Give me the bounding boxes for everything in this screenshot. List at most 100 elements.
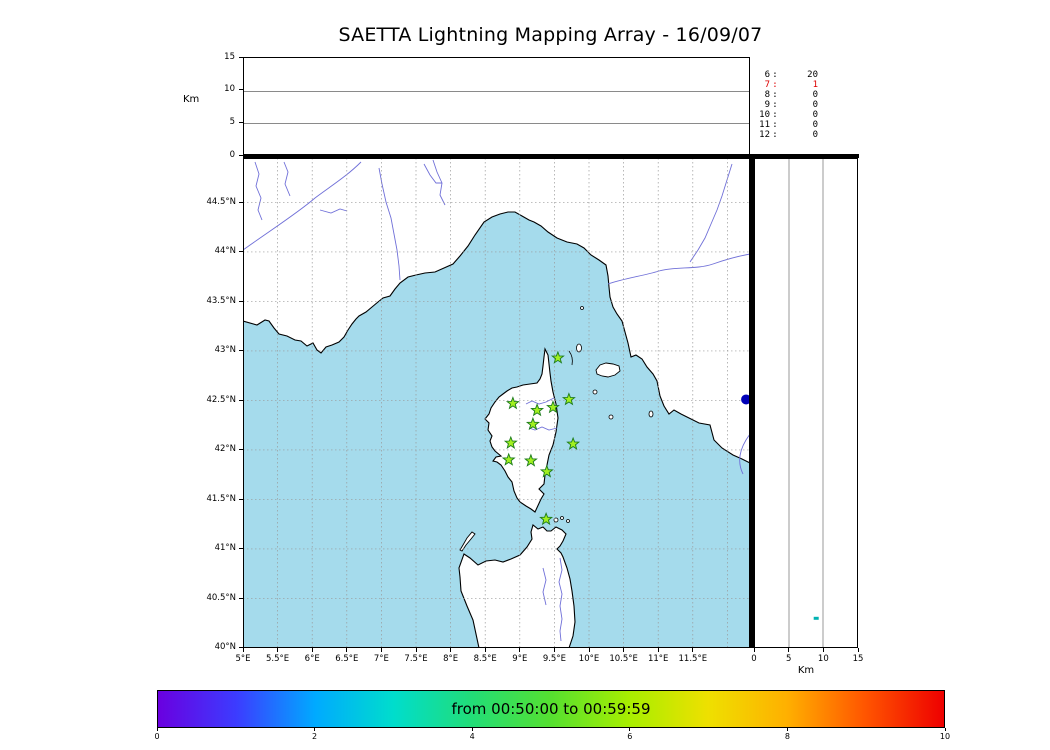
lon-tick-label: 8°E <box>443 654 459 664</box>
lon-tick-label: 9°E <box>512 654 528 664</box>
lon-tick-mark <box>311 648 313 652</box>
lat-tick-mark <box>239 548 243 550</box>
lon-tick-label: 7°E <box>373 654 389 664</box>
lon-tick-label: 6.5°E <box>335 654 359 664</box>
lon-tick-label: 11°E <box>647 654 669 664</box>
island-gorgona <box>580 306 584 310</box>
station-star-marker <box>501 452 516 466</box>
coastline-corsica <box>484 347 559 513</box>
lon-tick-mark <box>657 648 659 652</box>
right-km-tick-mark <box>788 648 790 652</box>
colorbar-tick-mark <box>156 728 158 731</box>
colorbar-tick-label: 4 <box>469 732 475 741</box>
lat-tick-label: 43.5°N <box>206 295 236 306</box>
lat-tick-label: 40.5°N <box>206 592 236 603</box>
station-count-row: 9:0 <box>764 100 818 110</box>
island-capraia <box>576 343 582 353</box>
colorbar-tick-label: 6 <box>627 732 633 741</box>
coastline-sardinia <box>458 524 576 648</box>
lon-tick-label: 10°E <box>578 654 600 664</box>
lat-tick-label: 44.5°N <box>206 196 236 207</box>
right-km-tick-label: 0 <box>751 654 757 664</box>
island-elba <box>595 362 621 378</box>
station-star-marker <box>530 403 545 417</box>
altitude-axis-label: Km <box>183 94 200 105</box>
right-km-tick-mark <box>753 648 755 652</box>
page-title: SAETTA Lightning Mapping Array - 16/09/0… <box>338 24 763 46</box>
station-counts: 6:20 7:1 8:0 9:0 10:0 11:0 12:0 <box>756 70 856 140</box>
lon-tick-mark <box>242 648 244 652</box>
alt-tick-label: 10 <box>224 84 235 95</box>
panel-separator-vertical <box>750 154 754 648</box>
lat-tick-label: 41°N <box>214 543 236 554</box>
alt-tick-mark <box>239 121 243 123</box>
right-km-tick-label: 10 <box>817 654 829 664</box>
island-giglio <box>648 410 654 418</box>
time-colorbar: from 00:50:00 to 00:59:59 <box>157 690 945 728</box>
right-km-tick-label: 5 <box>785 654 792 664</box>
lon-tick-label: 5.5°E <box>266 654 290 664</box>
station-star-marker <box>561 392 576 406</box>
right-km-tick-mark <box>822 648 824 652</box>
lon-tick-mark <box>588 648 590 652</box>
alt-tick-label: 0 <box>229 149 235 160</box>
alt-tick-mark <box>239 89 243 91</box>
colorbar-tick-mark <box>471 728 473 731</box>
island-maddalena-2 <box>560 516 564 520</box>
lon-tick-mark <box>519 648 521 652</box>
lon-tick-label: 8.5°E <box>473 654 497 664</box>
map-panel <box>243 158 750 648</box>
lat-tick-mark <box>239 350 243 352</box>
colorbar-tick-label: 8 <box>784 732 790 741</box>
island-maddalena-3 <box>566 519 570 523</box>
station-star-marker <box>525 416 540 431</box>
altitude-gridline <box>244 90 749 92</box>
station-count-row: 6:20 <box>764 70 818 80</box>
alt-tick-mark <box>239 154 243 156</box>
right-axis-label: Km <box>797 665 815 676</box>
station-count-row: 11:0 <box>759 120 818 130</box>
station-count-row: 7:1 <box>764 80 818 90</box>
station-star-marker <box>566 436 581 450</box>
map-frame <box>243 158 750 648</box>
lon-tick-mark <box>380 648 382 652</box>
station-star-marker <box>539 512 554 526</box>
island-montecristo <box>608 414 614 420</box>
station-star-marker <box>546 400 560 414</box>
lightning-event-dot <box>741 394 750 405</box>
station-star-marker <box>503 435 518 449</box>
lon-tick-label: 7.5°E <box>404 654 428 664</box>
altitude-longitude-panel <box>243 57 750 155</box>
lat-tick-label: 41.5°N <box>206 493 236 504</box>
lon-tick-mark <box>415 648 417 652</box>
altitude-latitude-panel <box>754 158 858 648</box>
lat-tick-label: 42°N <box>214 444 236 455</box>
map-canvas <box>243 158 750 648</box>
right-panel-canvas <box>788 159 824 647</box>
altitude-gridline <box>244 123 749 125</box>
alt-tick-mark <box>239 56 243 58</box>
lon-tick-mark <box>277 648 279 652</box>
station-star-marker <box>505 396 520 410</box>
right-km-tick-label: 15 <box>852 654 864 664</box>
station-count-row: 10:0 <box>759 110 818 120</box>
lat-tick-label: 42.5°N <box>206 394 236 405</box>
station-star-marker <box>550 350 565 364</box>
panel-separator-horizontal <box>243 154 859 158</box>
lat-tick-mark <box>239 399 243 401</box>
colorbar-tick-mark <box>629 728 631 731</box>
lon-tick-mark <box>623 648 625 652</box>
alt-tick-label: 15 <box>224 51 235 62</box>
station-star-marker <box>523 453 538 467</box>
lon-tick-mark <box>450 648 452 652</box>
lat-tick-label: 43°N <box>214 345 236 356</box>
lon-tick-label: 10.5°E <box>609 654 638 664</box>
map-gridlines <box>243 158 750 648</box>
lat-tick-mark <box>239 300 243 302</box>
lon-tick-mark <box>553 648 555 652</box>
colorbar-tick-label: 2 <box>312 732 318 741</box>
colorbar-tick-mark <box>786 728 788 731</box>
island-pianosa <box>592 389 598 395</box>
lon-tick-label: 5°E <box>235 654 251 664</box>
